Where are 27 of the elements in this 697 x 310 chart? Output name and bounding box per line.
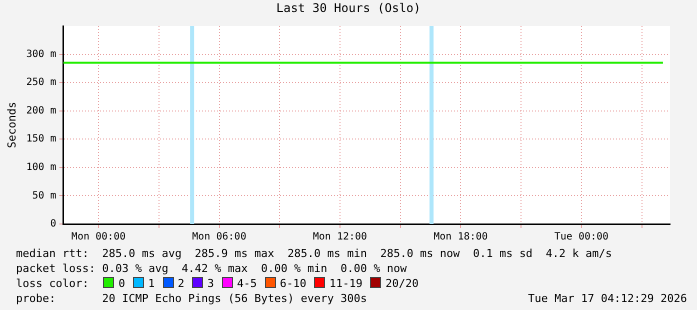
y-tick-label: 100 m: [26, 162, 56, 174]
legend-label: 0: [118, 277, 126, 290]
x-tick-label: Mon 18:00: [434, 232, 488, 243]
x-tick-label: Mon 00:00: [71, 232, 126, 243]
x-tick-label: Mon 06:00: [192, 232, 246, 243]
text: median rtt: 285.0 ms avg 285.9 ms max 285.0 ms min 285.0 ms now 0.1 ms sd 4.2 k am/s: [16, 247, 612, 260]
text: probe: 20 ICMP Echo Pings (56 Bytes) every 300s: [16, 292, 367, 305]
y-tick-label: 0: [50, 218, 56, 230]
y-tick-label: 250 m: [26, 77, 56, 88]
y-tick-label: 150 m: [26, 134, 56, 145]
y-axis-title: Seconds: [5, 102, 18, 148]
legend-title: loss color:: [16, 277, 90, 290]
text: Tue Mar 17 04:12:29 2026: [528, 292, 687, 305]
legend-label: 4-5: [236, 277, 257, 290]
legend-label: 6-10: [280, 277, 306, 290]
legend-label: 3: [207, 277, 214, 290]
text: packet loss: 0.03 % avg 4.42 % max 0.00 % min 0.00 % now: [16, 262, 407, 275]
chart-title: Last 30 Hours (Oslo): [275, 1, 422, 15]
legend-label: 1: [148, 277, 155, 290]
legend-label: 20/20: [385, 277, 419, 290]
y-tick-label: 200 m: [26, 105, 56, 116]
y-tick-label: 50 m: [32, 190, 56, 202]
y-tick-label: 300 m: [26, 48, 56, 60]
legend-label: 2: [178, 277, 184, 290]
x-tick-label: Tue 00:00: [554, 232, 609, 243]
legend-label: 11-19: [329, 277, 362, 290]
x-tick-label: Mon 12:00: [312, 232, 368, 243]
